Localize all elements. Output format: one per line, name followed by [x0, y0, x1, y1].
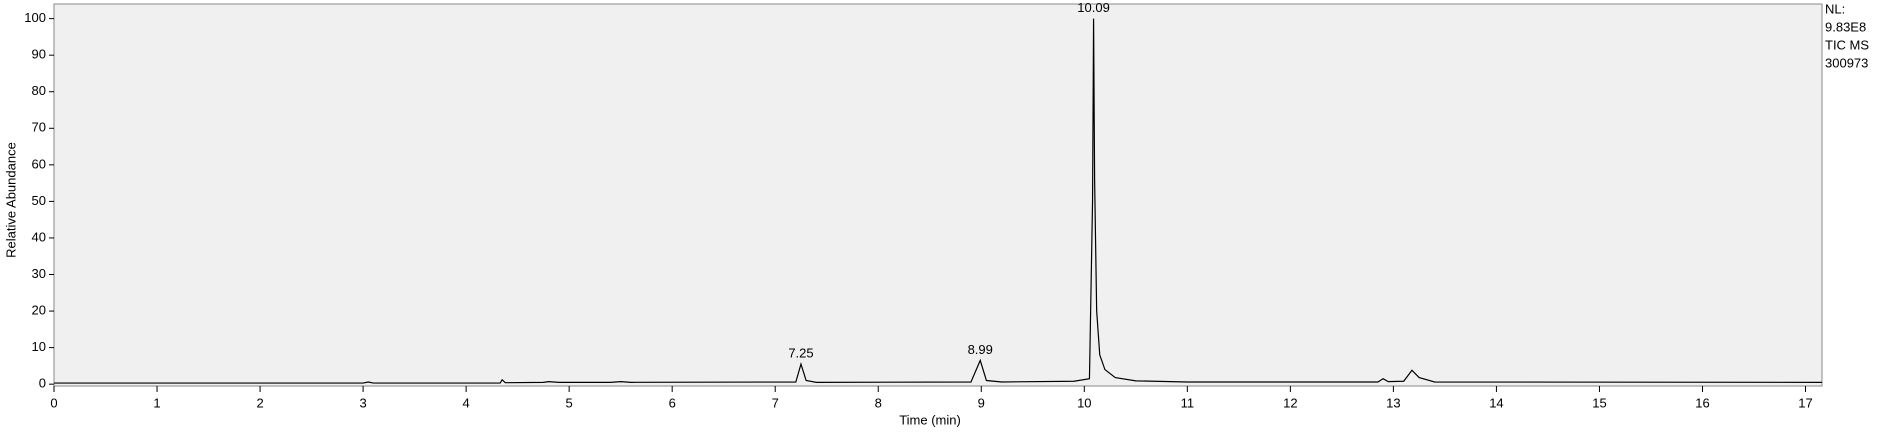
x-tick-label: 15	[1592, 395, 1606, 410]
y-tick-label: 30	[32, 266, 46, 281]
y-tick-label: 20	[32, 302, 46, 317]
y-tick-label: 40	[32, 229, 46, 244]
info-text: 300973	[1825, 55, 1868, 70]
x-axis-title: Time (min)	[899, 412, 961, 427]
info-text: 9.83E8	[1825, 19, 1866, 34]
x-tick-label: 3	[359, 395, 366, 410]
y-tick-label: 80	[32, 83, 46, 98]
x-tick-label: 10	[1077, 395, 1091, 410]
peak-label: 7.25	[788, 346, 813, 361]
trace-line	[54, 18, 1823, 384]
x-tick-label: 13	[1386, 395, 1400, 410]
x-tick-label: 2	[256, 395, 263, 410]
info-text: TIC MS	[1825, 37, 1869, 52]
x-tick-label: 16	[1695, 395, 1709, 410]
plot-area	[53, 3, 1823, 387]
peak-label: 8.99	[968, 342, 993, 357]
x-tick-label: 9	[978, 395, 985, 410]
y-tick-label: 10	[32, 339, 46, 354]
x-tick-label: 17	[1798, 395, 1812, 410]
y-axis-title: Relative Abundance	[3, 142, 18, 258]
x-tick-label: 11	[1181, 395, 1195, 410]
x-tick-label: 1	[153, 395, 160, 410]
x-tick-label: 8	[875, 395, 882, 410]
y-tick-label: 0	[39, 376, 46, 391]
info-text: NL:	[1825, 1, 1845, 16]
x-tick-label: 12	[1283, 395, 1297, 410]
x-tick-label: 4	[463, 395, 470, 410]
y-tick-label: 60	[32, 156, 46, 171]
x-tick-label: 0	[50, 395, 57, 410]
y-tick-label: 90	[32, 47, 46, 62]
peak-label: 10.09	[1077, 0, 1110, 15]
x-tick-label: 5	[566, 395, 573, 410]
y-tick-label: 100	[24, 10, 46, 25]
y-tick-label: 50	[32, 193, 46, 208]
x-tick-label: 7	[772, 395, 779, 410]
x-tick-label: 14	[1489, 395, 1503, 410]
x-tick-label: 6	[669, 395, 676, 410]
y-tick-label: 70	[32, 120, 46, 135]
